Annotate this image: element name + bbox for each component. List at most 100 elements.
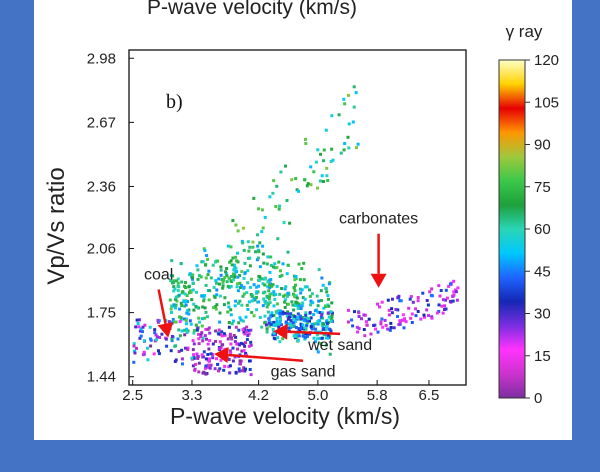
data-point: [303, 285, 307, 289]
data-point: [430, 294, 434, 298]
data-point: [265, 305, 269, 309]
data-point: [191, 288, 195, 292]
data-point: [178, 307, 182, 311]
data-point: [315, 347, 319, 351]
data-point: [288, 315, 291, 319]
data-point: [339, 151, 343, 155]
data-point: [155, 335, 159, 339]
data-point: [303, 337, 307, 341]
data-point: [272, 336, 276, 340]
data-point: [205, 254, 209, 257]
annotation-arrow-head: [214, 347, 229, 364]
data-point: [195, 264, 199, 268]
data-point: [184, 303, 188, 307]
data-point: [379, 322, 383, 326]
data-point: [261, 304, 265, 308]
data-point: [248, 256, 252, 260]
data-point: [179, 316, 183, 320]
data-point: [267, 289, 271, 293]
data-point: [176, 337, 180, 341]
data-point: [183, 328, 187, 332]
data-point: [301, 316, 305, 319]
data-point: [279, 269, 282, 273]
data-point: [273, 262, 277, 266]
data-point: [257, 279, 261, 282]
data-point: [419, 317, 423, 321]
data-point: [265, 294, 269, 298]
data-point: [192, 302, 196, 306]
data-point: [306, 182, 310, 186]
data-point: [268, 195, 272, 199]
data-point: [218, 367, 222, 371]
data-point: [312, 170, 316, 174]
data-point: [301, 296, 305, 300]
data-point: [172, 289, 176, 293]
data-point: [242, 292, 246, 296]
data-point: [194, 323, 198, 327]
data-point: [189, 290, 193, 294]
data-point: [444, 288, 448, 292]
data-point: [293, 315, 297, 318]
data-point: [303, 335, 307, 339]
data-point: [302, 278, 306, 282]
data-point: [246, 281, 250, 285]
data-point: [257, 207, 260, 211]
data-point: [227, 305, 231, 309]
data-point: [244, 315, 248, 319]
annotation-label: wet sand: [307, 337, 372, 354]
data-point: [232, 272, 236, 276]
data-point: [243, 330, 246, 333]
data-point: [278, 317, 282, 321]
data-point: [275, 266, 279, 270]
data-point: [274, 293, 278, 296]
data-point: [281, 262, 285, 266]
data-point: [407, 306, 411, 310]
data-point: [256, 244, 260, 248]
data-point: [293, 319, 297, 323]
data-point: [235, 259, 239, 263]
data-point: [260, 325, 264, 329]
data-point: [319, 289, 323, 293]
data-point: [241, 369, 244, 373]
data-point: [330, 147, 334, 151]
data-point: [219, 358, 223, 362]
data-point: [293, 303, 297, 307]
data-point: [414, 314, 418, 318]
data-point: [439, 289, 443, 292]
data-point: [227, 276, 231, 280]
data-point: [245, 291, 249, 294]
y-tick-label: 1.44: [87, 369, 116, 386]
data-point: [236, 347, 239, 351]
annotation-arrow-shaft: [287, 330, 341, 336]
data-point: [269, 263, 273, 267]
data-point: [227, 358, 231, 361]
data-point: [153, 331, 157, 335]
data-point: [301, 301, 305, 305]
data-point: [295, 296, 299, 300]
data-point: [169, 279, 173, 282]
data-point: [270, 311, 274, 315]
data-point: [237, 367, 241, 371]
data-point: [256, 256, 260, 260]
data-point: [235, 342, 239, 346]
data-point: [273, 330, 277, 334]
data-point: [314, 327, 318, 331]
data-point: [327, 327, 331, 331]
data-point: [202, 247, 206, 251]
data-point: [251, 245, 255, 249]
data-point: [294, 283, 297, 287]
data-point: [197, 332, 201, 336]
data-point: [297, 327, 301, 331]
data-point: [237, 369, 241, 373]
data-point: [316, 148, 320, 152]
data-point: [252, 297, 256, 301]
data-point: [176, 281, 180, 285]
data-point: [394, 308, 398, 311]
data-point: [258, 315, 262, 319]
data-point: [410, 312, 414, 316]
data-point: [268, 295, 272, 299]
data-point: [242, 248, 246, 252]
data-point: [188, 272, 192, 276]
data-point: [313, 322, 317, 326]
data-point: [318, 179, 322, 183]
